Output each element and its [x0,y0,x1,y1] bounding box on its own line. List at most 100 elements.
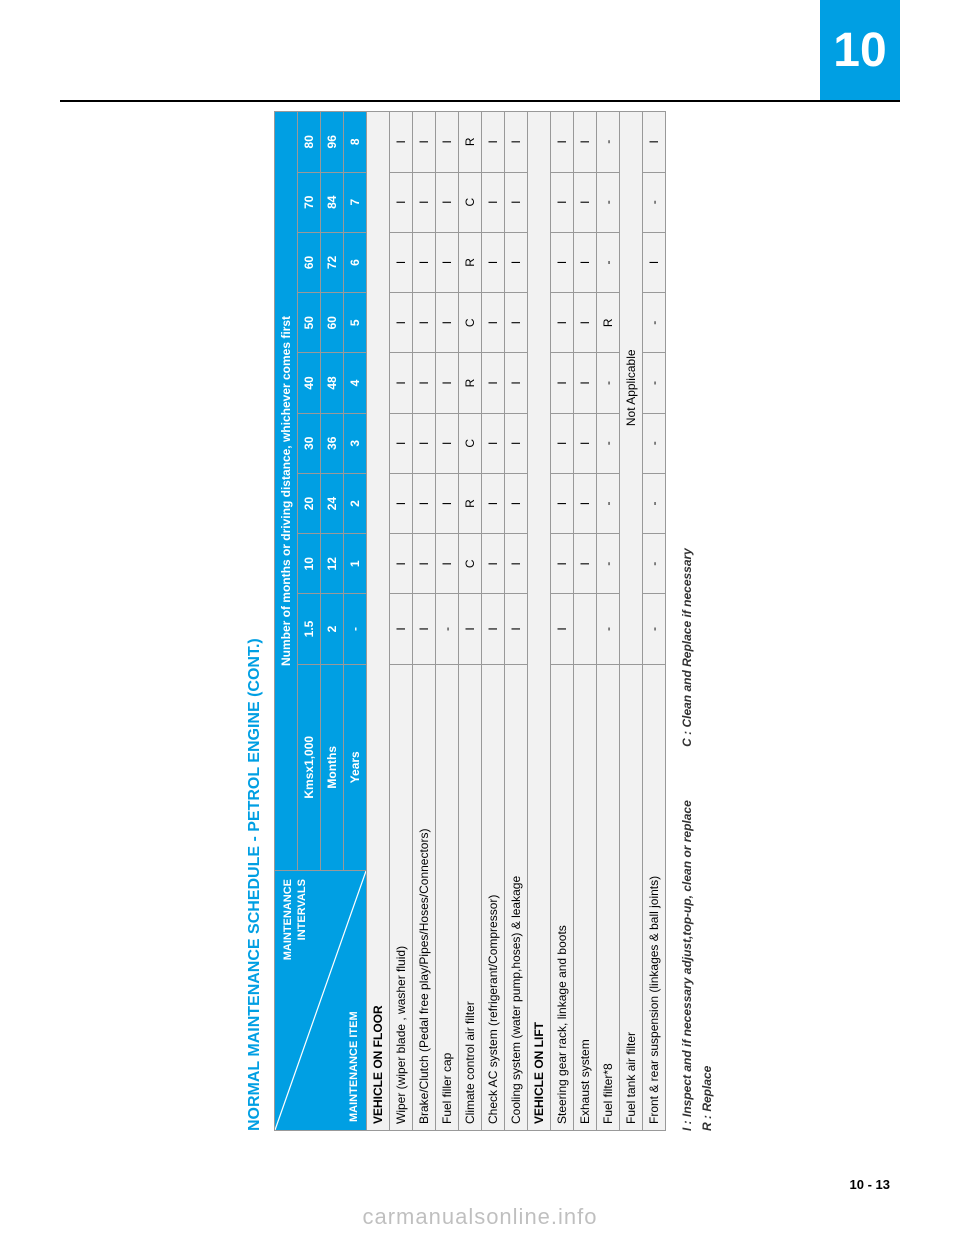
table-row: Wiper (wiper blade , washer fluid)IIIIII… [390,112,413,1131]
data-cell: I [505,353,528,413]
table-row: Front & rear suspension (linkages & ball… [643,112,666,1131]
rotated-content: NORMAL MAINTENANCE SCHEDULE - PETROL ENG… [246,111,714,1131]
item-label: Fuel tank air filter [620,664,643,1130]
data-cell: I [413,232,436,292]
col-kms-1: 10 [298,534,321,594]
data-cell: - [643,534,666,594]
data-cell: I [436,172,459,232]
data-cell: I [482,353,505,413]
col-kms-4: 40 [298,353,321,413]
col-yr-4: 4 [344,353,367,413]
table-row: Fuel filter*8-----R--- [597,112,620,1131]
data-cell: I [551,112,574,173]
data-cell: I [574,413,597,473]
data-cell: C [459,172,482,232]
data-cell: I [551,353,574,413]
data-cell: I [390,353,413,413]
item-label: Climate control air filter [459,664,482,1130]
data-cell: I [390,232,413,292]
data-cell: - [643,293,666,353]
table-row: Check AC system (refrigerant/Compressor)… [482,112,505,1131]
data-cell: I [436,232,459,292]
item-label: Fuel filler cap [436,664,459,1130]
data-cell: I [551,413,574,473]
data-cell: I [390,594,413,664]
maintenance-table: MAINTENANCEINTERVALS MAINTENANCE ITEM Nu… [274,111,666,1131]
data-cell: I [551,293,574,353]
col-mon-8: 96 [321,112,344,173]
data-cell: I [390,112,413,173]
data-cell: I [482,534,505,594]
legend-r: R : Replace [700,1066,714,1131]
data-cell: I [482,293,505,353]
table-row: Brake/Clutch (Pedal free play/Pipes/Hose… [413,112,436,1131]
data-cell: I [482,112,505,173]
col-mon-1: 12 [321,534,344,594]
row-label-months: Months [321,664,344,870]
data-cell: I [505,413,528,473]
data-cell: I [482,473,505,533]
data-cell: - [643,473,666,533]
data-cell: - [597,353,620,413]
legend-i: I : Inspect and if necessary adjust,top-… [680,800,694,1131]
data-cell: C [459,413,482,473]
col-mon-5: 60 [321,293,344,353]
data-cell: I [390,172,413,232]
row-label-kms: Kmsx1,000 [298,664,321,870]
data-cell: - [643,353,666,413]
data-cell: - [597,172,620,232]
data-cell: R [597,293,620,353]
data-cell: - [597,594,620,664]
col-yr-2: 2 [344,473,367,533]
item-label: Front & rear suspension (linkages & ball… [643,664,666,1130]
diag-top-label: MAINTENANCEINTERVALS [281,879,310,960]
data-cell: I [482,413,505,473]
data-cell: - [436,594,459,664]
data-cell: I [436,534,459,594]
table-row: Exhaust systemIIIIIIII [574,112,597,1131]
data-cell: I [390,534,413,594]
col-kms-3: 30 [298,413,321,473]
data-cell: I [390,293,413,353]
section-header-row: VEHICLE ON LIFT [528,112,551,1131]
data-cell: I [574,232,597,292]
table-header: MAINTENANCEINTERVALS MAINTENANCE ITEM Nu… [275,112,367,1131]
col-mon-2: 24 [321,473,344,533]
data-cell: I [505,232,528,292]
col-mon-3: 36 [321,413,344,473]
data-cell: - [643,172,666,232]
diagonal-header-cell: MAINTENANCEINTERVALS MAINTENANCE ITEM [275,871,367,1131]
item-label: Cooling system (water pump,hoses) & leak… [505,664,528,1130]
data-cell: I [574,112,597,173]
data-cell: I [413,293,436,353]
col-yr-3: 3 [344,413,367,473]
data-cell: I [505,473,528,533]
legend-c: C : Clean and Replace if necessary [680,548,694,747]
page-title: NORMAL MAINTENANCE SCHEDULE - PETROL ENG… [246,111,264,1131]
item-label: Steering gear rack, linkage and boots [551,664,574,1130]
data-cell: R [459,232,482,292]
row-label-years: Years [344,664,367,870]
data-cell: I [551,232,574,292]
data-cell: R [459,473,482,533]
diag-bottom-label: MAINTENANCE ITEM [348,1011,360,1122]
table-row: Climate control air filterICRCRCRCR [459,112,482,1131]
data-cell: I [459,594,482,664]
data-cell: I [505,172,528,232]
interval-span-header: Number of months or driving distance, wh… [275,112,298,871]
table-row: Steering gear rack, linkage and bootsIII… [551,112,574,1131]
table-row: Cooling system (water pump,hoses) & leak… [505,112,528,1131]
col-kms-0: 1.5 [298,594,321,664]
data-cell: I [505,112,528,173]
item-label: Exhaust system [574,664,597,1130]
data-cell: - [597,534,620,594]
data-cell: I [482,172,505,232]
col-mon-7: 84 [321,172,344,232]
data-cell: R [459,112,482,173]
data-cell: I [574,473,597,533]
data-cell: I [574,353,597,413]
col-yr-5: 5 [344,293,367,353]
data-cell: I [505,534,528,594]
data-cell: I [413,112,436,173]
data-cell: I [413,534,436,594]
